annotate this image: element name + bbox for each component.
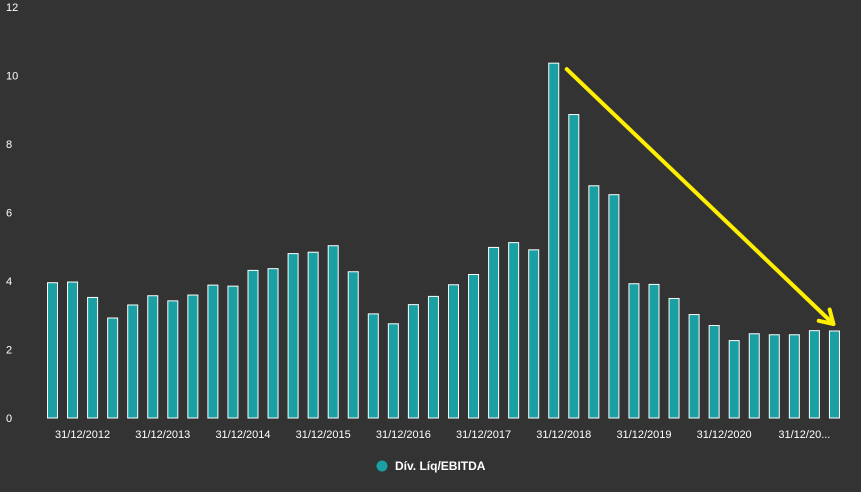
x-axis-ticks: 31/12/2012 31/12/2013 31/12/2014 31/12/2015… <box>55 429 830 441</box>
bar[interactable] <box>808 330 820 419</box>
legend[interactable]: Dív. Líq/EBITDA <box>376 459 486 473</box>
bar[interactable] <box>828 330 840 419</box>
bar[interactable] <box>67 281 79 419</box>
x-tick-label: 31/12/2014 <box>215 429 270 441</box>
bar[interactable] <box>448 284 459 419</box>
bar[interactable] <box>367 313 379 419</box>
bar[interactable] <box>347 271 359 419</box>
arrow-shaft <box>564 67 836 327</box>
bar[interactable] <box>247 269 259 419</box>
bar[interactable] <box>568 114 580 419</box>
y-tick-label: 0 <box>6 413 12 425</box>
arrow-head <box>816 307 836 327</box>
bar[interactable] <box>588 185 600 419</box>
bar[interactable] <box>708 325 720 419</box>
y-tick-label: 12 <box>6 2 18 14</box>
bar[interactable] <box>47 282 58 419</box>
bar[interactable] <box>668 297 680 419</box>
bar[interactable] <box>187 294 199 419</box>
x-tick-label: 31/12/2015 <box>296 429 351 441</box>
y-tick-label: 4 <box>6 276 12 288</box>
bar[interactable] <box>267 268 279 419</box>
x-tick-label: 31/12/2019 <box>616 429 671 441</box>
bars <box>47 62 840 419</box>
bar[interactable] <box>528 249 540 419</box>
x-tick-label: 31/12/20... <box>778 429 830 441</box>
bar[interactable] <box>688 314 700 419</box>
bar[interactable] <box>207 284 219 419</box>
y-tick-label: 8 <box>6 139 12 151</box>
x-tick-label: 31/12/2018 <box>536 429 591 441</box>
bar[interactable] <box>107 317 119 419</box>
y-tick-label: 6 <box>6 208 12 220</box>
bar[interactable] <box>768 334 780 419</box>
x-tick-label: 31/12/2013 <box>135 429 190 441</box>
bar[interactable] <box>468 273 480 419</box>
y-tick-label: 10 <box>6 71 18 83</box>
x-tick-label: 31/12/2012 <box>55 429 110 441</box>
x-tick-label: 31/12/2016 <box>376 429 431 441</box>
bar[interactable] <box>407 304 419 419</box>
bar[interactable] <box>327 245 339 419</box>
bar[interactable] <box>508 242 520 419</box>
bar[interactable] <box>87 296 99 419</box>
y-tick-label: 2 <box>6 345 12 357</box>
trend-arrow <box>564 67 836 327</box>
bar[interactable] <box>628 283 640 419</box>
legend-swatch <box>376 460 388 472</box>
bar[interactable] <box>728 340 740 419</box>
bar[interactable] <box>287 253 299 419</box>
bar[interactable] <box>548 62 560 419</box>
bar[interactable] <box>127 304 139 419</box>
bar[interactable] <box>167 300 179 419</box>
bar[interactable] <box>307 251 319 419</box>
bar[interactable] <box>427 295 439 419</box>
bar[interactable] <box>227 285 239 419</box>
x-tick-label: 31/12/2017 <box>456 429 511 441</box>
x-tick-label: 31/12/2020 <box>697 429 752 441</box>
bar[interactable] <box>608 194 620 419</box>
bar[interactable] <box>648 283 660 419</box>
bar[interactable] <box>387 323 399 419</box>
y-axis-ticks: 0 2 4 6 8 10 12 <box>6 2 18 425</box>
bar[interactable] <box>748 333 760 419</box>
bar[interactable] <box>488 246 500 419</box>
bar[interactable] <box>788 334 800 419</box>
legend-label: Dív. Líq/EBITDA <box>395 459 486 473</box>
bar[interactable] <box>147 295 159 419</box>
